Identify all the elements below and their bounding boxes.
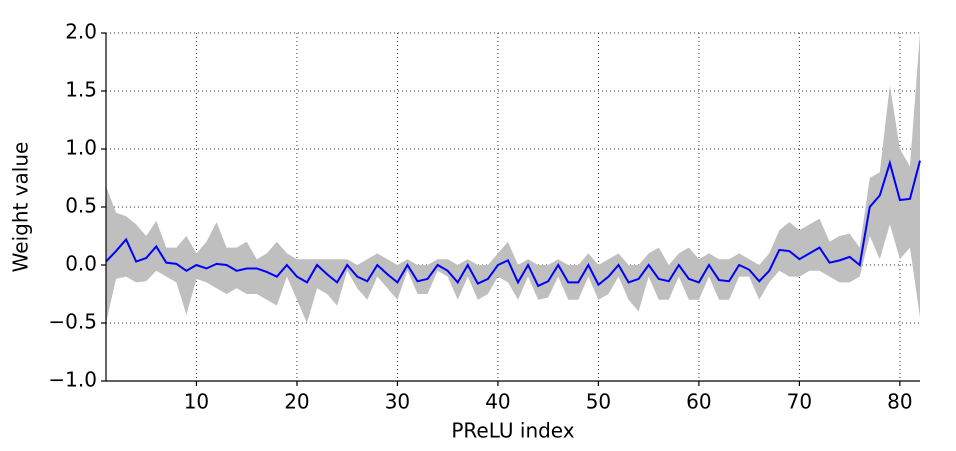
std-band [106,33,920,323]
x-tick-label: 80 [887,390,912,414]
y-tick-label: −0.5 [48,310,97,334]
x-tick-label: 50 [586,390,611,414]
y-tick-label: 1.0 [65,136,97,160]
y-tick-label: 2.0 [65,20,97,44]
x-axis-label: PReLU index [451,419,574,443]
y-tick-label: −1.0 [48,368,97,392]
x-tick-label: 60 [686,390,711,414]
x-tick-label: 20 [284,390,309,414]
mean-line [105,159,921,288]
y-axis-label: Weight value [9,142,33,273]
y-tick-label: 0.5 [65,194,97,218]
x-tick-label: 10 [184,390,209,414]
x-tick-label: 70 [787,390,812,414]
x-tick-label: 30 [385,390,410,414]
x-tick-label: 40 [485,390,510,414]
y-tick-label: 0.0 [65,252,97,276]
y-tick-label: 1.5 [65,78,97,102]
